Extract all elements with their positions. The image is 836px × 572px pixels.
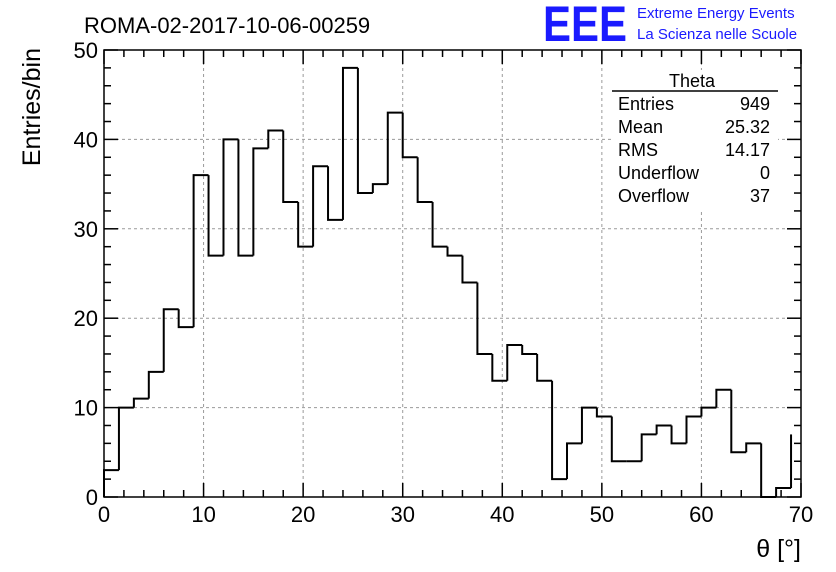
histogram-bin [371,183,388,194]
histogram-bin [655,424,672,435]
histogram-bin [745,442,762,453]
histogram-bin [760,443,777,498]
chart-title: ROMA-02-2017-10-06-00259 [84,13,370,38]
stats-box-bg [612,70,778,212]
histogram-bin [431,201,448,248]
stats-title: Theta [669,71,716,91]
y-tick-label: 30 [74,217,98,242]
stats-row-label: Overflow [618,186,690,206]
y-tick-label: 0 [86,485,98,510]
histogram-bin [536,353,553,382]
stats-row-label: RMS [618,140,658,160]
stats-row-label: Entries [618,94,674,114]
histogram-bin [162,308,179,372]
x-tick-label: 50 [590,502,614,527]
histogram-bin [476,282,493,355]
histogram-bin [401,112,418,159]
eee-logo-line2: La Scienza nelle Scuole [637,26,797,43]
histogram-bin [446,246,463,257]
y-tick-label: 50 [74,38,98,63]
histogram-bin [416,157,433,203]
histogram-bin [282,130,299,203]
stats-row-value: 949 [740,94,770,114]
histogram-bin [117,406,134,471]
histogram-bin [640,433,657,462]
histogram-bin [132,397,149,408]
x-tick-label: 20 [291,502,315,527]
histogram-bin [595,407,612,418]
histogram-bin [312,165,329,247]
x-tick-label: 10 [191,502,215,527]
histogram-bin [521,345,538,355]
y-tick-label: 40 [74,127,98,152]
histogram-series [103,66,793,498]
histogram-bin [267,129,284,149]
eee-logo: EEE Extreme Energy Events La Scienza nel… [543,0,797,52]
histogram-bin [237,139,254,257]
histogram-bin [685,415,702,444]
stats-row-value: 25.32 [725,117,770,137]
x-tick-label: 60 [689,502,713,527]
histogram-bin [327,166,343,221]
axis-ticks [103,49,802,498]
histogram-bin [775,487,792,497]
plot-frame [103,49,802,498]
y-tick-label: 10 [74,396,98,421]
histogram-bin [461,255,478,284]
x-tick-label: 40 [490,502,514,527]
stats-row-label: Underflow [618,163,700,183]
stats-row-label: Mean [618,117,663,137]
histogram-bin [551,380,568,481]
histogram-bin [207,175,224,257]
histogram-bin [670,425,687,445]
y-axis-label: Entries/bin [18,48,46,166]
stats-row-value: 0 [760,163,770,183]
axis-tick-labels: 0 10 20 30 40 50 60 70 0 10 20 30 40 50 [74,38,814,527]
histogram-bin [192,174,209,328]
histogram-bin [610,416,627,463]
stats-rows: Entries 949 Mean 25.32 RMS 14.17 Underflow 0 Ove… [618,94,770,206]
histogram-bin [103,469,119,497]
stats-row-value: 37 [750,186,770,206]
x-axis-label: θ [°] [756,535,801,563]
histogram-bin [566,442,582,480]
stats-row-value: 14.17 [725,140,770,160]
stats-box: Theta Entries 949 Mean 25.32 RMS 14.17 Underfl… [612,70,778,212]
histogram-bin [177,309,194,329]
y-tick-label: 20 [74,306,98,331]
histogram-bin [506,344,523,381]
histogram-bin [222,138,239,256]
eee-logo-line1: Extreme Energy Events [637,5,795,22]
x-tick-label: 0 [98,502,110,527]
histogram-bin [700,406,717,417]
histogram-bin [715,388,732,408]
x-tick-label: 30 [390,502,414,527]
histogram-bin [341,66,358,220]
histogram-bin [491,353,508,382]
histogram-bin [730,389,747,454]
histogram-bin [356,67,373,195]
x-tick-label: 70 [789,502,813,527]
eee-logo-mark: EEE [543,0,627,52]
histogram-bin [252,147,269,256]
histogram-bin [580,406,597,444]
histogram-bin [147,370,164,399]
histogram-bin [297,201,314,248]
histogram-bin [386,111,403,185]
